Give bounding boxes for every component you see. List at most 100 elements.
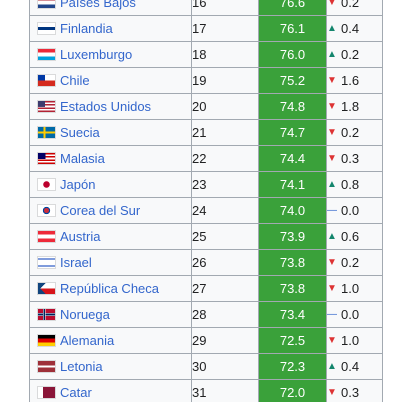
change-value: 1.8 bbox=[341, 99, 360, 114]
rank-cell: 23 bbox=[191, 171, 259, 198]
table-row: Finlandia 17 76.1 ▲ 0.4 bbox=[29, 15, 383, 42]
country-link[interactable]: Luxemburgo bbox=[60, 47, 133, 62]
country-wrap: Letonia bbox=[30, 359, 191, 374]
change-wrap: ▲ 0.2 bbox=[327, 47, 382, 62]
country-cell: Japón bbox=[29, 171, 192, 198]
dash-icon: — bbox=[327, 308, 337, 320]
country-link[interactable]: Malasia bbox=[60, 151, 105, 166]
country-wrap: Alemania bbox=[30, 333, 191, 348]
flag-netherlands-icon bbox=[38, 0, 55, 8]
country-link[interactable]: Corea del Sur bbox=[60, 203, 141, 218]
rank-cell: 30 bbox=[191, 353, 259, 380]
flag-norway-icon bbox=[38, 309, 55, 320]
table-row: Corea del Sur 24 74.0— 0.0 bbox=[29, 197, 383, 224]
table-row: Países Bajos 16 76.6 ▼ 0.2 bbox=[29, 0, 383, 16]
country-link[interactable]: Alemania bbox=[60, 333, 115, 348]
country-wrap: Noruega bbox=[30, 307, 191, 322]
flag-united-states-icon bbox=[38, 101, 55, 112]
country-link[interactable]: República Checa bbox=[60, 281, 160, 296]
table-row: Malasia 22 74.4 ▼ 0.3 bbox=[29, 145, 383, 172]
change-wrap: ▼ 1.8 bbox=[327, 99, 382, 114]
change-value: 0.2 bbox=[341, 47, 360, 62]
country-wrap: República Checa bbox=[30, 281, 191, 296]
country-wrap: Chile bbox=[30, 73, 191, 88]
change-cell: — 0.0 bbox=[326, 197, 383, 224]
rank-cell: 20 bbox=[191, 93, 259, 120]
rank-cell: 18 bbox=[191, 41, 259, 68]
change-cell: ▼ 0.2 bbox=[326, 119, 383, 146]
change-wrap: ▲ 0.8 bbox=[327, 177, 382, 192]
down-triangle-icon: ▼ bbox=[327, 100, 337, 112]
flag-czech-republic-icon bbox=[38, 283, 55, 294]
country-link[interactable]: Israel bbox=[60, 255, 92, 270]
rank-cell: 22 bbox=[191, 145, 259, 172]
country-cell: Israel bbox=[29, 249, 192, 276]
table-row: Luxemburgo 18 76.0 ▲ 0.2 bbox=[29, 41, 383, 68]
change-value: 0.2 bbox=[341, 255, 360, 270]
score-cell: 72.0 bbox=[258, 379, 327, 402]
table-row: Austria 25 73.9 ▲ 0.6 bbox=[29, 223, 383, 250]
country-link[interactable]: Catar bbox=[60, 385, 92, 400]
change-wrap: — 0.0 bbox=[327, 307, 382, 322]
rank-cell: 28 bbox=[191, 301, 259, 328]
country-wrap: Malasia bbox=[30, 151, 191, 166]
country-cell: Suecia bbox=[29, 119, 192, 146]
country-wrap: Suecia bbox=[30, 125, 191, 140]
change-value: 0.2 bbox=[341, 125, 360, 140]
flag-finland-icon bbox=[38, 23, 55, 34]
score-cell: 74.7 bbox=[258, 119, 327, 146]
score-cell: 74.8 bbox=[258, 93, 327, 120]
table-row: República Checa 27 73.8 ▼ 1.0 bbox=[29, 275, 383, 302]
country-link[interactable]: Noruega bbox=[60, 307, 110, 322]
country-link[interactable]: Suecia bbox=[60, 125, 100, 140]
change-cell: ▼ 1.6 bbox=[326, 67, 383, 94]
change-cell: ▼ 0.3 bbox=[326, 379, 383, 402]
country-link[interactable]: Estados Unidos bbox=[60, 99, 152, 114]
country-cell: República Checa bbox=[29, 275, 192, 302]
country-link[interactable]: Chile bbox=[60, 73, 90, 88]
country-wrap: Luxemburgo bbox=[30, 47, 191, 62]
change-wrap: ▼ 1.6 bbox=[327, 73, 382, 88]
score-cell: 76.0 bbox=[258, 41, 327, 68]
down-triangle-icon: ▼ bbox=[327, 74, 337, 86]
flag-japan-icon bbox=[38, 179, 55, 190]
change-cell: ▼ 0.2 bbox=[326, 0, 383, 16]
change-value: 1.0 bbox=[341, 281, 360, 296]
dash-icon: — bbox=[327, 204, 337, 216]
down-triangle-icon: ▼ bbox=[327, 282, 337, 294]
country-link[interactable]: Austria bbox=[60, 229, 101, 244]
score-cell: 76.6 bbox=[258, 0, 327, 16]
score-cell: 74.1 bbox=[258, 171, 327, 198]
change-cell: ▲ 0.8 bbox=[326, 171, 383, 198]
change-value: 0.3 bbox=[341, 385, 360, 400]
score-cell: 73.4 bbox=[258, 301, 327, 328]
change-cell: — 0.0 bbox=[326, 301, 383, 328]
country-link[interactable]: Países Bajos bbox=[60, 0, 136, 10]
flag-latvia-icon bbox=[38, 361, 55, 372]
country-link[interactable]: Finlandia bbox=[60, 21, 113, 36]
table-row: Noruega 28 73.4— 0.0 bbox=[29, 301, 383, 328]
down-triangle-icon: ▼ bbox=[327, 152, 337, 164]
country-cell: Austria bbox=[29, 223, 192, 250]
change-wrap: ▲ 0.4 bbox=[327, 21, 382, 36]
change-cell: ▼ 1.8 bbox=[326, 93, 383, 120]
country-wrap: Corea del Sur bbox=[30, 203, 191, 218]
country-link[interactable]: Japón bbox=[60, 177, 96, 192]
country-cell: Países Bajos bbox=[29, 0, 192, 16]
table-row: Chile 19 75.2 ▼ 1.6 bbox=[29, 67, 383, 94]
rank-cell: 19 bbox=[191, 67, 259, 94]
table-row: Letonia 30 72.3 ▲ 0.4 bbox=[29, 353, 383, 380]
country-cell: Estados Unidos bbox=[29, 93, 192, 120]
country-link[interactable]: Letonia bbox=[60, 359, 103, 374]
change-wrap: ▼ 0.2 bbox=[327, 0, 382, 10]
flag-sweden-icon bbox=[38, 127, 55, 138]
change-wrap: ▼ 0.2 bbox=[327, 255, 382, 270]
rank-cell: 21 bbox=[191, 119, 259, 146]
flag-germany-icon bbox=[38, 335, 55, 346]
country-cell: Noruega bbox=[29, 301, 192, 328]
up-triangle-icon: ▲ bbox=[327, 178, 337, 190]
change-wrap: ▼ 0.2 bbox=[327, 125, 382, 140]
country-cell: Luxemburgo bbox=[29, 41, 192, 68]
change-value: 0.6 bbox=[341, 229, 360, 244]
